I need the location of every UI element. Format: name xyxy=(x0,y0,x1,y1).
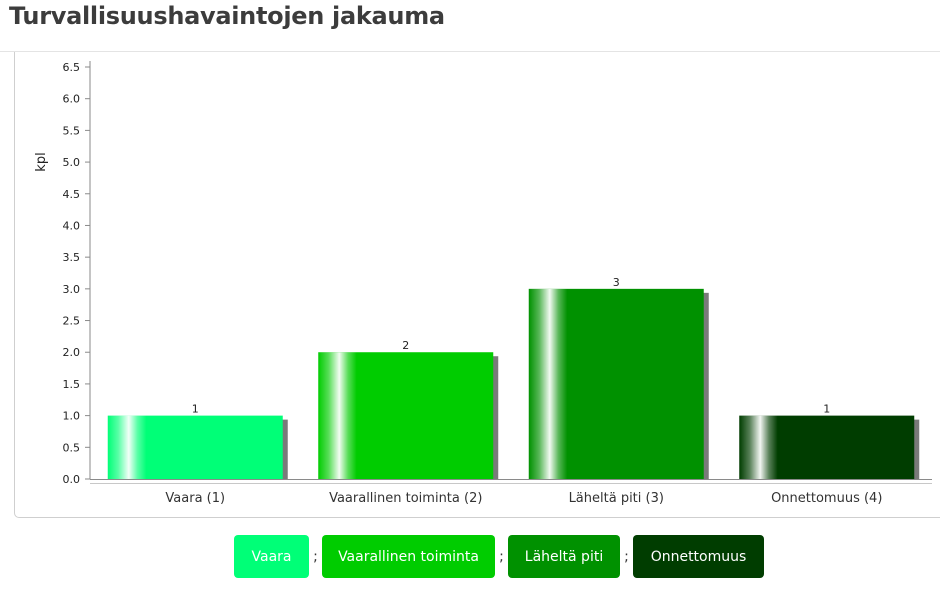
page-title: Turvallisuushavaintojen jakauma xyxy=(9,2,445,30)
y-tick-label: 6.0 xyxy=(63,93,81,106)
bar-highlight xyxy=(528,288,704,479)
legend-separator: ; xyxy=(624,548,629,565)
chart-panel xyxy=(14,52,940,518)
bar-highlight xyxy=(107,415,283,479)
y-tick-label: 5.5 xyxy=(63,124,81,137)
y-tick-label: 1.5 xyxy=(63,378,81,391)
y-tick-label: 1.0 xyxy=(63,410,81,423)
legend-item[interactable]: Vaara xyxy=(234,535,309,578)
bar-chart: 0.0 0.5 1.0 1.5 2.0 2.5 3.0 3.5 4.0 4.5 5.0 5.5 6.0 6… xyxy=(34,61,932,506)
bar-highlight xyxy=(318,352,494,479)
y-tick-label: 6.5 xyxy=(63,61,81,74)
legend-item[interactable]: Läheltä piti xyxy=(508,535,620,578)
y-tick-label: 2.0 xyxy=(63,346,81,359)
x-tick-label: Vaarallinen toiminta (2) xyxy=(329,491,482,506)
y-tick-label: 0.5 xyxy=(63,441,81,454)
bar-value-label: 3 xyxy=(613,276,620,289)
y-tick-label: 0.0 xyxy=(63,473,81,486)
y-tick-label: 2.5 xyxy=(63,315,81,328)
legend-item[interactable]: Vaarallinen toiminta xyxy=(322,535,495,578)
y-tick-label: 3.5 xyxy=(63,251,81,264)
legend-separator: ; xyxy=(499,548,504,565)
legend-separator: ; xyxy=(313,548,318,565)
bar-value-label: 1 xyxy=(823,403,830,416)
x-tick-label: Vaara (1) xyxy=(165,491,225,506)
bar-value-label: 1 xyxy=(192,403,199,416)
y-tick-label: 4.5 xyxy=(63,188,81,201)
x-tick-label: Onnettomuus (4) xyxy=(771,491,882,506)
bar-highlight xyxy=(739,415,915,479)
y-tick-label: 4.0 xyxy=(63,219,81,232)
y-axis-label: kpl xyxy=(34,152,49,171)
legend-item[interactable]: Onnettomuus xyxy=(633,535,764,578)
title-divider xyxy=(0,51,940,52)
y-tick-label: 5.0 xyxy=(63,156,81,169)
chart-legend: Vaara; Vaarallinen toiminta; Läheltä piti;… xyxy=(234,535,764,578)
x-tick-label: Läheltä piti (3) xyxy=(569,491,664,506)
y-tick-label: 3.0 xyxy=(63,283,81,296)
bar-value-label: 2 xyxy=(402,339,409,352)
